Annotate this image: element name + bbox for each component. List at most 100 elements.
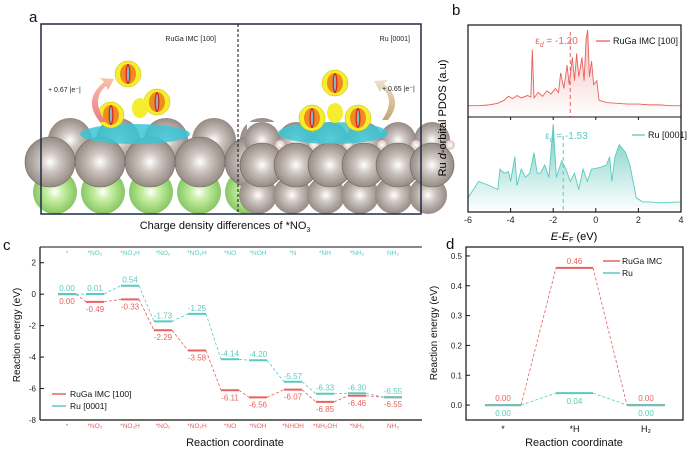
energy-value-label: -2.29: [154, 333, 173, 342]
energy-value-label: 0.00: [59, 297, 75, 306]
ru-structure-title: Ru [0001]: [380, 36, 410, 43]
step-label: *NH: [319, 250, 331, 257]
energy-connector: [301, 381, 317, 395]
energy-value-label: -6.07: [284, 393, 303, 402]
step-label: *NOH: [250, 423, 267, 430]
energy-connector: [238, 358, 250, 361]
step-label: *NOH: [250, 250, 267, 257]
epsilon-subscript: d: [540, 42, 545, 49]
energy-connector: [266, 389, 285, 398]
ruga-charge-transfer: + 0.67 |e⁻|: [48, 87, 81, 94]
panel-b-pdos-chart: b Ru d-orbital PDOS (a.u) E-EF (eV) εd =…: [437, 2, 687, 244]
energy-connector: [238, 389, 250, 398]
energy-connector: [205, 350, 222, 391]
energy-value-label: -6.46: [348, 399, 367, 408]
step-label: *NHOH: [282, 423, 304, 430]
y-tick-label: 0.0: [451, 401, 463, 410]
energy-value-label: 0.00: [495, 394, 511, 403]
step-label: *NO₂: [156, 250, 171, 257]
y-tick-label: 2: [32, 259, 37, 268]
oxygen-node: [333, 75, 337, 91]
energy-value-label: -6.56: [249, 400, 268, 409]
energy-connector: [266, 359, 285, 383]
step-label: *NO₃H: [120, 250, 140, 257]
legend-label-1: Ru [0001]: [70, 401, 107, 411]
ru-charge-transfer: + 0.65 |e⁻|: [382, 86, 415, 93]
step-label: NH₃: [387, 250, 399, 257]
energy-connector: [138, 285, 155, 322]
y-tick-label: -8: [29, 416, 37, 425]
category-label: H₂: [641, 424, 651, 434]
panel-letter-b: b: [452, 2, 460, 19]
step-label: *NH₂OH: [313, 423, 337, 430]
oxygen-node: [109, 107, 113, 123]
legend-label-0: RuGa IMC: [622, 256, 662, 266]
pdos-line-0: [468, 29, 681, 107]
energy-value-label: 0.54: [122, 276, 138, 285]
energy-value-label: 0.00: [59, 284, 75, 293]
ru-atom: [74, 136, 126, 188]
energy-value-label: -0.33: [121, 302, 140, 311]
y-tick-label: -2: [29, 322, 37, 331]
ruga-structure-title: RuGa IMC [100]: [165, 36, 216, 43]
step-label: *: [66, 423, 69, 430]
ru-atom: [174, 136, 226, 188]
charge-depletion-cloud: [80, 124, 190, 144]
pdos-area-1: [468, 124, 681, 210]
legend-label-1: Ru [0001]: [648, 130, 687, 140]
energy-connector: [520, 392, 557, 406]
d-band-center-label-1: εd = -1.53: [545, 131, 588, 144]
energy-connector: [592, 392, 628, 406]
epsilon-symbol: ε: [545, 131, 550, 142]
step-label: *NH₂: [350, 423, 365, 430]
energy-connector: [333, 395, 349, 403]
step-label: *NO₃: [88, 250, 103, 257]
energy-value-label: -3.58: [188, 353, 207, 362]
pdos-line-1: [467, 123, 682, 204]
energy-connector: [75, 293, 87, 303]
y-tick-label: -6: [29, 385, 37, 394]
epsilon-value: = -1.53: [554, 131, 589, 142]
y-tick-label: 0.3: [451, 312, 463, 321]
oxygen-node: [155, 94, 159, 110]
legend-label-0: RuGa IMC [100]: [613, 36, 678, 46]
epsilon-symbol: ε: [535, 36, 540, 47]
y-tick-label: 0.4: [451, 282, 463, 291]
panel-d-her-chart: d Reaction energy (eV) Reaction coordina…: [429, 236, 684, 449]
pdos-y-axis-label: Ru d-orbital PDOS (a.u): [437, 60, 449, 177]
panel-letter-a: a: [29, 9, 38, 26]
step-label: *NO₂H: [187, 250, 207, 257]
step-label: *: [66, 250, 69, 257]
nitrogen-lobe: [327, 103, 343, 123]
energy-value-label: -1.25: [188, 304, 207, 313]
step-label: *NH₂: [350, 250, 365, 257]
y-tick-label: 0.1: [451, 371, 463, 380]
energy-connector: [301, 389, 317, 403]
panel-letter-c: c: [3, 237, 11, 254]
electron-transfer-arrow-icon: [374, 80, 396, 120]
c-y-axis-label: Reaction energy (eV): [12, 288, 23, 383]
c-x-axis-label: Reaction coordinate: [186, 437, 284, 449]
energy-value-label: -6.11: [221, 393, 239, 402]
energy-value-label: -6.85: [316, 405, 335, 414]
legend-label-0: RuGa IMC [100]: [70, 389, 131, 399]
energy-connector: [171, 313, 189, 322]
step-label: *NO₃: [88, 423, 103, 430]
energy-value-label: -4.14: [221, 349, 240, 358]
energy-connector: [171, 329, 189, 351]
energy-connector: [520, 267, 557, 406]
y-tick-label: 0.2: [451, 341, 463, 350]
energy-value-label: -6.55: [384, 387, 403, 396]
y-tick-label: -4: [29, 353, 37, 362]
x-tick-label: 4: [678, 215, 683, 225]
nitrogen-lobe: [132, 98, 148, 118]
panel-a-caption: Charge density differences of *NO3: [140, 220, 311, 234]
energy-connector: [138, 299, 155, 331]
energy-value-label: -6.33: [316, 384, 335, 393]
x-tick-label: -2: [549, 215, 557, 225]
panel-c-nitrate-reduction-chart: c Reaction energy (eV) Reaction coordina…: [3, 237, 422, 449]
y-tick-label: 0.5: [451, 252, 463, 261]
oxygen-node: [310, 110, 314, 126]
ru-atom: [124, 136, 176, 188]
